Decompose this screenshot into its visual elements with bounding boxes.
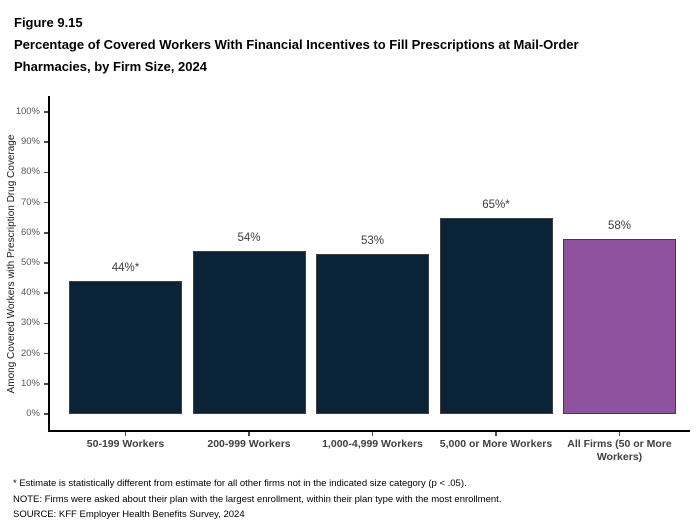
y-tick-label: 0%: [26, 408, 40, 419]
footnotes: * Estimate is statistically different fr…: [13, 476, 693, 523]
figure-number: Figure 9.15: [14, 15, 83, 30]
x-category-label: All Firms (50 or More Workers): [567, 438, 672, 463]
x-tick-mark: [495, 432, 497, 436]
x-tick-mark: [248, 432, 250, 436]
y-tick-label: 50%: [20, 257, 40, 268]
chart-title: Percentage of Covered Workers With Finan…: [14, 37, 579, 74]
bar-value-label: 53%: [360, 235, 385, 247]
y-tick-mark: [44, 352, 48, 355]
bar-value-label: 54%: [237, 232, 261, 244]
y-tick-mark: [44, 262, 48, 264]
plot-area: 0% 10% 20% 30% 40% 50% 60% 70% 80% 90% 100% 44%* 50-…: [16, 96, 690, 463]
footnote-asterisk: * Estimate is statistically different fr…: [13, 478, 467, 489]
x-tick-mark: [371, 432, 374, 436]
y-tick-mark: [44, 141, 48, 143]
footnote-note: NOTE: Firms were asked about their plan …: [13, 493, 502, 505]
y-tick-mark: [44, 383, 48, 385]
y-tick-label: 10%: [20, 377, 40, 389]
y-tick-mark: [44, 201, 48, 204]
y-tick-label: 60%: [20, 226, 40, 238]
y-tick-mark: [44, 413, 48, 415]
x-tick-mark: [124, 432, 127, 436]
y-tick-mark: [44, 322, 48, 325]
y-tick-mark: [44, 292, 48, 294]
x-category-label: 5,000 or More Workers: [439, 438, 553, 450]
y-tick-label: 90%: [20, 136, 40, 148]
y-tick-label: 100%: [15, 106, 40, 117]
y-tick-mark: [44, 232, 48, 234]
y-tick-label: 40%: [20, 287, 40, 299]
y-tick-label: 70%: [20, 196, 40, 208]
x-category-label: 200-999 Workers: [207, 438, 291, 450]
y-tick-label: 30%: [20, 317, 40, 329]
bar-2: [192, 251, 306, 414]
bar-value-label: 65%*: [482, 199, 510, 211]
bar-5: [563, 239, 676, 414]
chart-header: Figure 9.15 Percentage of Covered Worker…: [14, 12, 634, 78]
bar-value-label: 58%: [607, 220, 632, 232]
footnote-source: SOURCE: KFF Employer Health Benefits Sur…: [13, 509, 245, 520]
y-tick-label: 20%: [20, 347, 40, 359]
bar-1: [69, 281, 182, 414]
y-tick-mark: [44, 171, 48, 174]
x-tick-mark: [618, 432, 621, 436]
bar-value-label: 44%*: [111, 262, 140, 274]
bar-4: [439, 218, 553, 414]
y-tick-label: 80%: [20, 166, 40, 178]
bar-3: [316, 254, 429, 414]
x-category-label: 1,000-4,999 Workers: [322, 438, 423, 450]
x-category-label: 50-199 Workers: [86, 438, 165, 450]
y-tick-mark: [44, 111, 48, 113]
